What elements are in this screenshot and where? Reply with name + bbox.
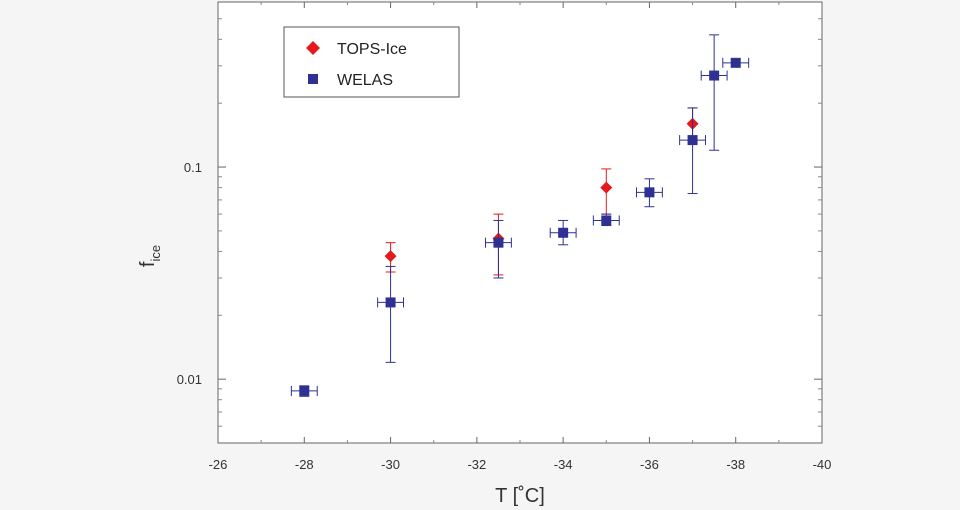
point-welas	[722, 57, 750, 68]
x-tick-label: -32	[467, 457, 486, 472]
y-axis-title-main: f	[137, 261, 159, 267]
point-welas	[592, 213, 620, 227]
point-welas	[679, 107, 707, 195]
marker-square	[558, 227, 569, 238]
point-welas	[700, 34, 728, 151]
x-tick-label: -34	[554, 457, 573, 472]
point-welas	[290, 385, 318, 397]
legend-marker-tops-ice	[306, 41, 320, 55]
marker-square	[601, 215, 612, 226]
data-points	[290, 34, 750, 397]
point-welas	[635, 178, 663, 208]
x-tick-label: -30	[381, 457, 400, 472]
marker-diamond	[600, 181, 613, 194]
y-axis-title: fice	[137, 245, 163, 267]
x-tick-label: -28	[295, 457, 314, 472]
x-tick-label: -38	[726, 457, 745, 472]
legend-box	[283, 26, 460, 98]
point-welas	[549, 219, 577, 246]
point-welas	[377, 265, 405, 363]
legend-label-welas: WELAS	[337, 72, 393, 89]
point-tops-ice	[384, 242, 397, 273]
marker-diamond	[384, 250, 397, 263]
legend: TOPS-Ice WELAS	[283, 26, 460, 98]
legend-marker-welas	[308, 74, 318, 84]
x-axis-title: T [˚C]	[495, 485, 545, 507]
marker-square	[493, 237, 504, 248]
marker-square	[730, 57, 741, 68]
y-tick-label: 0.1	[184, 160, 202, 175]
x-axis: -26 -28 -30 -32 -34 -36 -38 -40	[209, 2, 832, 472]
marker-square	[299, 385, 310, 396]
x-tick-label: -26	[209, 457, 228, 472]
x-tick-label: -40	[813, 457, 832, 472]
marker-square	[644, 187, 655, 198]
legend-label-tops-ice: TOPS-Ice	[337, 41, 407, 58]
y-axis: 0.01 0.1	[177, 18, 822, 427]
marker-square	[687, 135, 698, 146]
y-axis-title-subscript: ice	[148, 245, 163, 262]
point-welas	[484, 219, 512, 279]
x-tick-label: -36	[640, 457, 659, 472]
marker-square	[385, 297, 396, 308]
marker-square	[709, 70, 720, 81]
svg-text:fice: fice	[137, 245, 163, 267]
y-tick-label: 0.01	[177, 372, 202, 387]
